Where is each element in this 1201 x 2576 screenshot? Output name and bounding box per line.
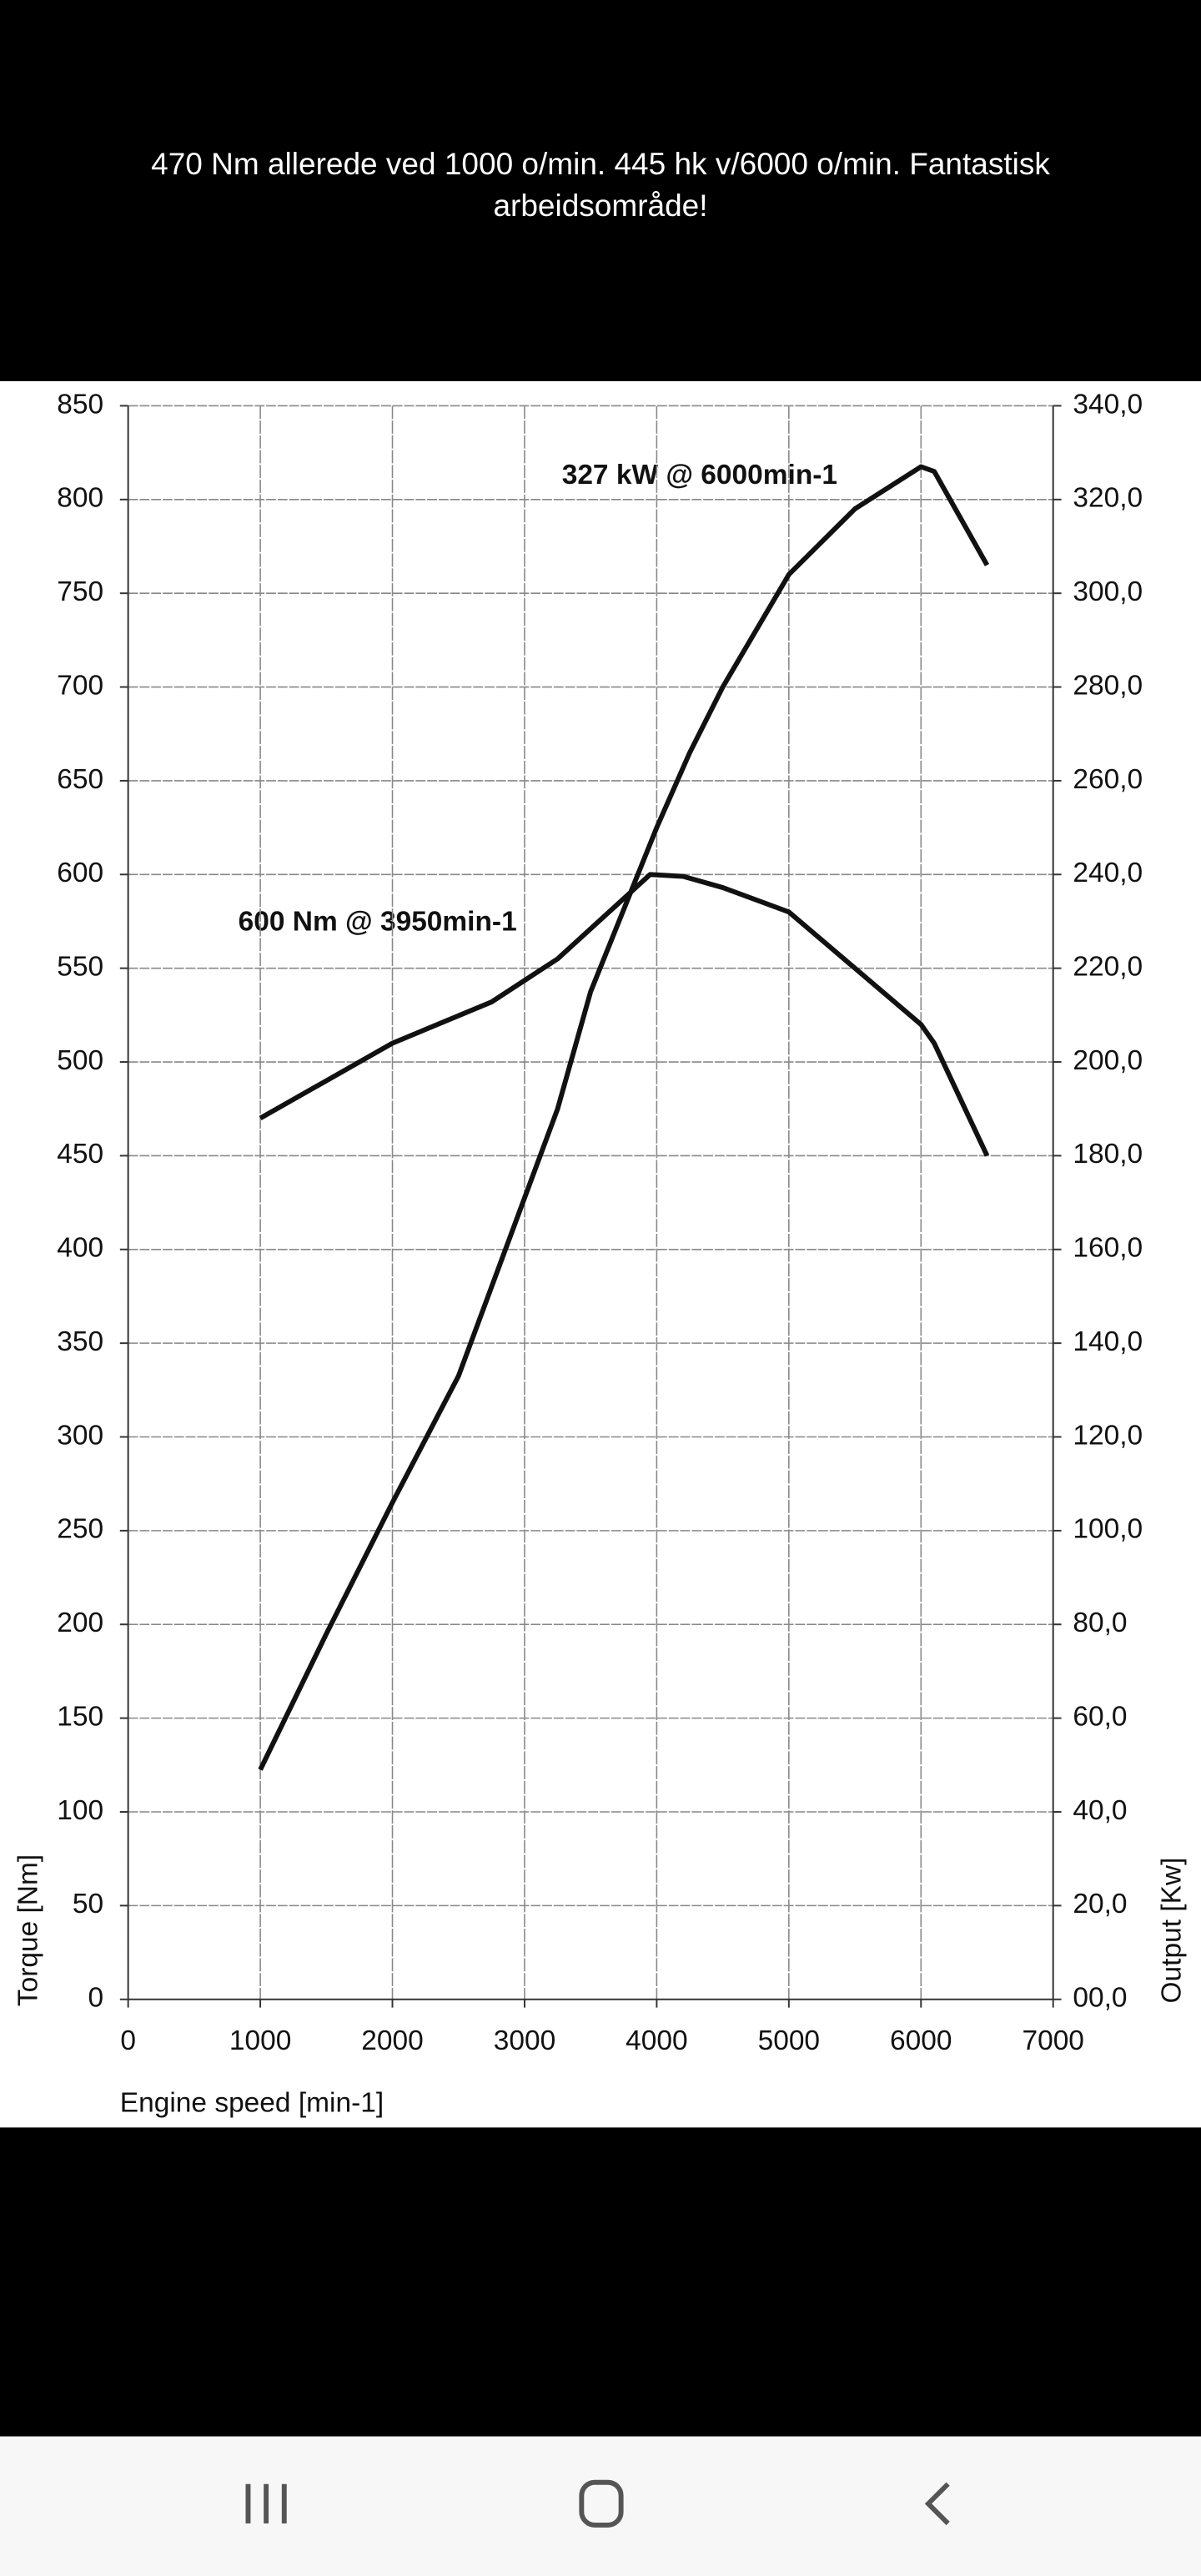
y2-tick-label: 80,0	[1073, 1607, 1127, 1638]
y-tick-label: 0	[88, 1983, 103, 2014]
y-tick-label: 400	[57, 1233, 103, 1264]
y-tick-label: 650	[57, 764, 103, 795]
annotation: 600 Nm @ 3950min-1	[239, 907, 517, 938]
y2-tick-label: 340,0	[1073, 389, 1143, 420]
y2-tick-label: 20,0	[1073, 1889, 1127, 1919]
y-tick-label: 800	[57, 483, 103, 514]
y2-axis-label: Output [Kw]	[1156, 1858, 1187, 2004]
y2-tick-label: 140,0	[1073, 1326, 1143, 1357]
x-tick-label: 1000	[229, 2025, 291, 2056]
y2-tick-label: 320,0	[1073, 483, 1143, 514]
x-tick-label: 3000	[494, 2025, 555, 2056]
series-line	[259, 872, 990, 1157]
y-tick-label: 200	[57, 1607, 103, 1638]
caption: 470 Nm allerede ved 1000 o/min. 445 hk v…	[151, 147, 1050, 223]
series-line	[258, 464, 990, 1771]
x-tick-label: 7000	[1022, 2025, 1083, 2056]
y-tick-label: 600	[57, 858, 103, 888]
y-tick-label: 150	[57, 1701, 103, 1732]
x-tick-label: 4000	[626, 2025, 687, 2056]
x-tick-label: 0	[120, 2025, 136, 2056]
y2-tick-label: 220,0	[1073, 952, 1143, 983]
y2-tick-label: 300,0	[1073, 576, 1143, 607]
x-tick-label: 6000	[890, 2025, 952, 2056]
y-tick-label: 50	[73, 1889, 103, 1919]
y2-tick-label: 200,0	[1073, 1045, 1143, 1076]
home-button[interactable]	[579, 2479, 624, 2528]
y2-tick-label: 160,0	[1073, 1233, 1143, 1264]
chart-background	[0, 380, 1201, 2128]
annotation: 327 kW @ 6000min-1	[562, 460, 837, 491]
y-tick-label: 700	[57, 670, 103, 701]
y-axis-label: Torque [Nm]	[13, 1854, 43, 2006]
y2-tick-label: 240,0	[1073, 858, 1143, 888]
y-tick-label: 100	[57, 1795, 103, 1826]
y-tick-label: 750	[57, 576, 103, 607]
y2-tick-label: 60,0	[1073, 1701, 1127, 1732]
y2-tick-label: 100,0	[1073, 1514, 1143, 1545]
x-tick-label: 2000	[361, 2025, 423, 2056]
y-tick-label: 500	[57, 1045, 103, 1076]
y-tick-label: 350	[57, 1326, 103, 1357]
nav-bar	[0, 2436, 1201, 2576]
back-button[interactable]	[924, 2482, 950, 2526]
nav-icons	[245, 2479, 950, 2528]
y-tick-label: 300	[57, 1420, 103, 1451]
y2-tick-label: 260,0	[1073, 764, 1143, 795]
y2-tick-label: 280,0	[1073, 670, 1143, 701]
x-tick-label: 5000	[758, 2025, 820, 2056]
y-tick-label: 450	[57, 1139, 103, 1170]
y-tick-label: 850	[57, 389, 103, 420]
y-tick-label: 550	[57, 952, 103, 983]
x-axis-label: Engine speed [min-1]	[120, 2088, 384, 2119]
y-tick-label: 250	[57, 1514, 103, 1545]
y2-tick-label: 120,0	[1073, 1420, 1143, 1451]
y2-tick-label: 40,0	[1073, 1795, 1127, 1826]
y2-tick-label: 180,0	[1073, 1139, 1143, 1170]
y2-tick-label: 00,0	[1073, 1983, 1127, 2014]
